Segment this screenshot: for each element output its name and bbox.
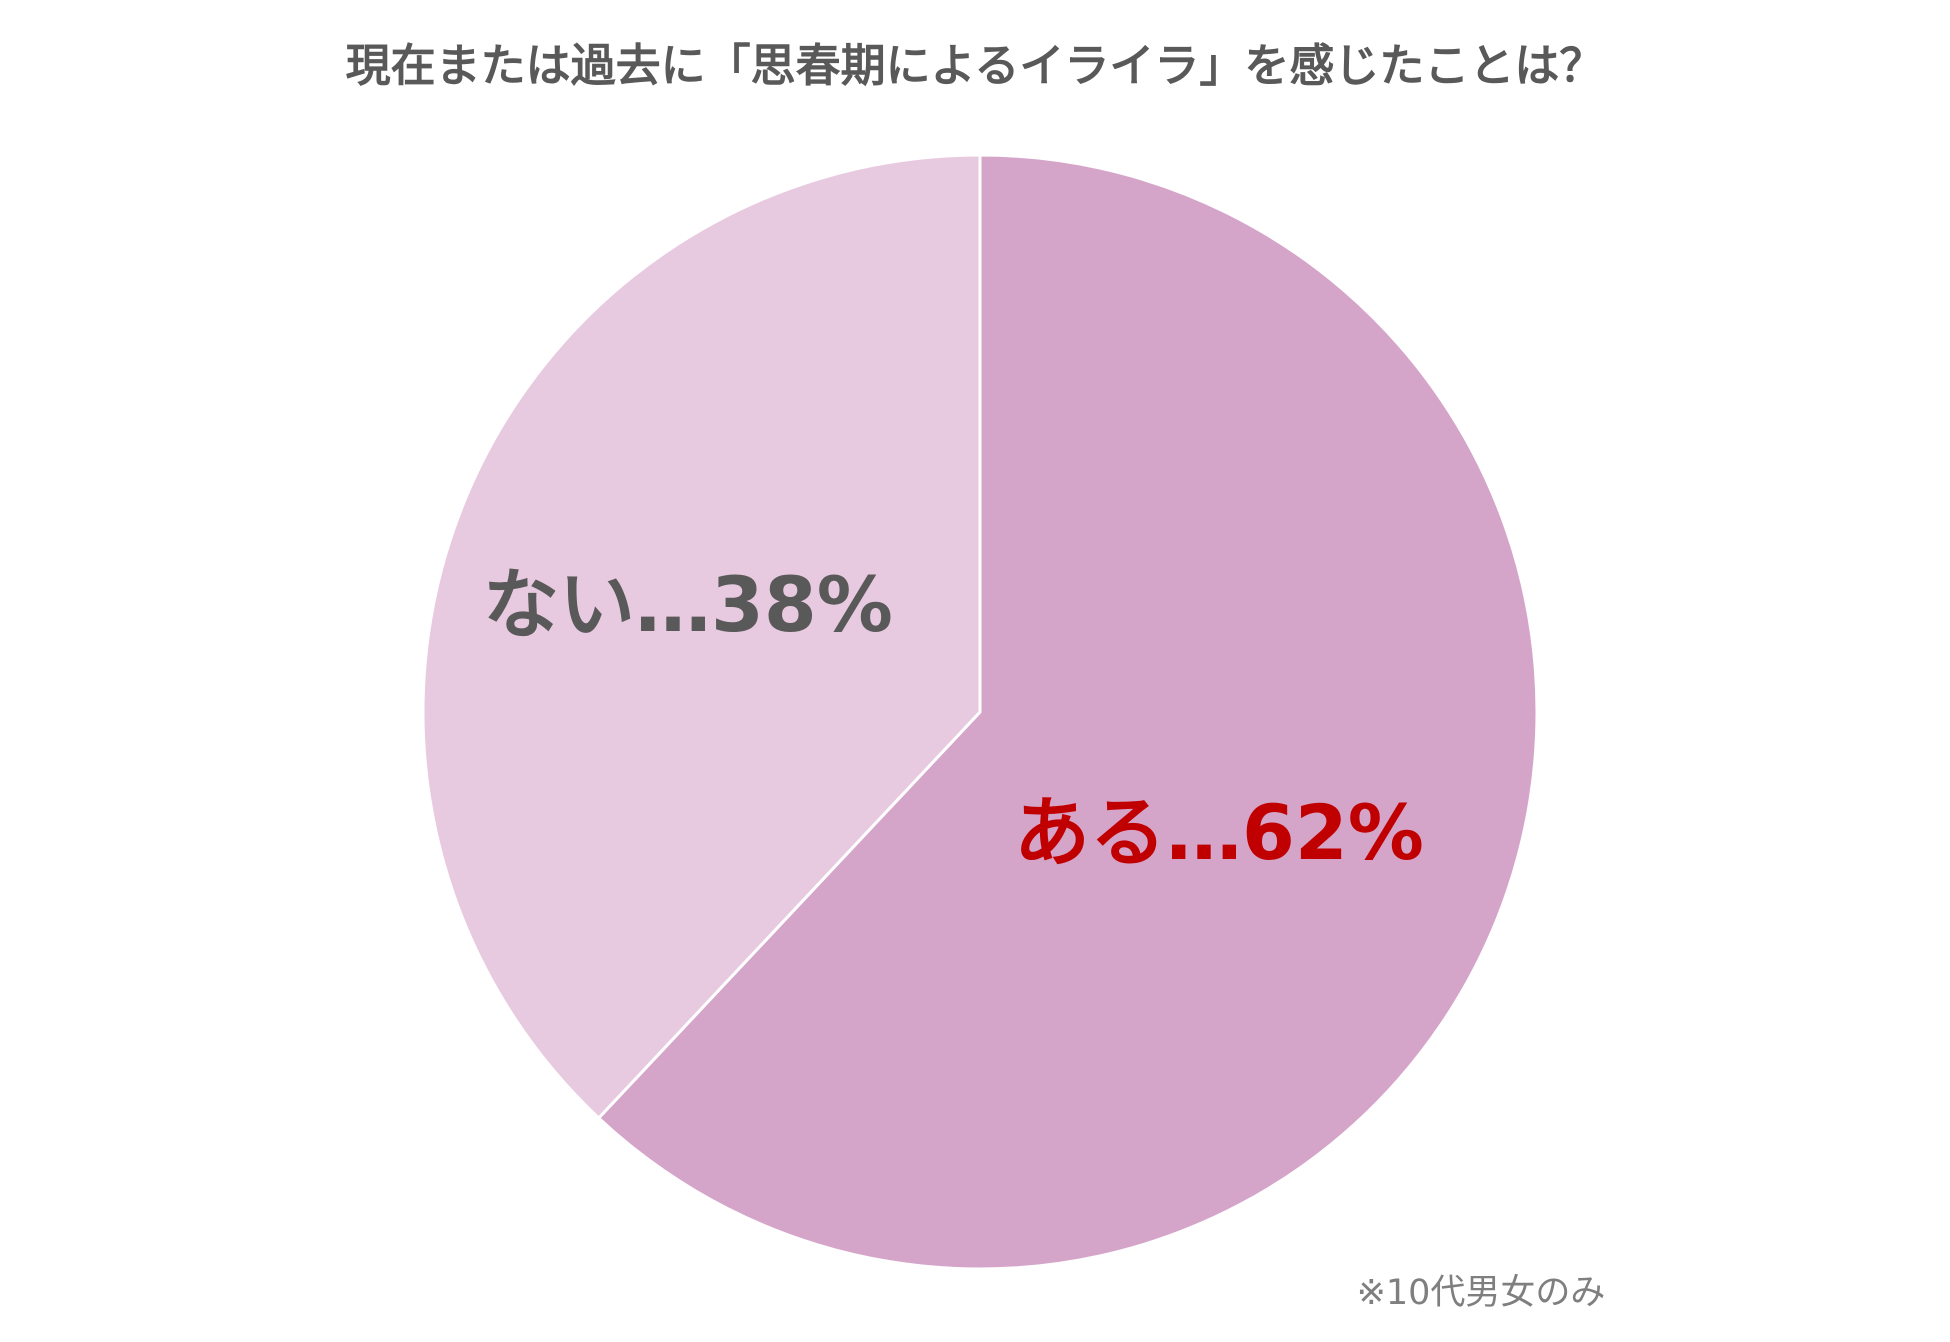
chart-title: 現在または過去に「思春期によるイライラ」を感じたことは？	[346, 39, 1605, 92]
data-label: ある…62%	[1014, 788, 1424, 877]
pie-slice	[596, 153, 1539, 1271]
pie-slice	[421, 153, 982, 1121]
note: ※10代男女のみ	[1357, 1273, 1606, 1313]
data-label: ない…38%	[483, 560, 893, 649]
